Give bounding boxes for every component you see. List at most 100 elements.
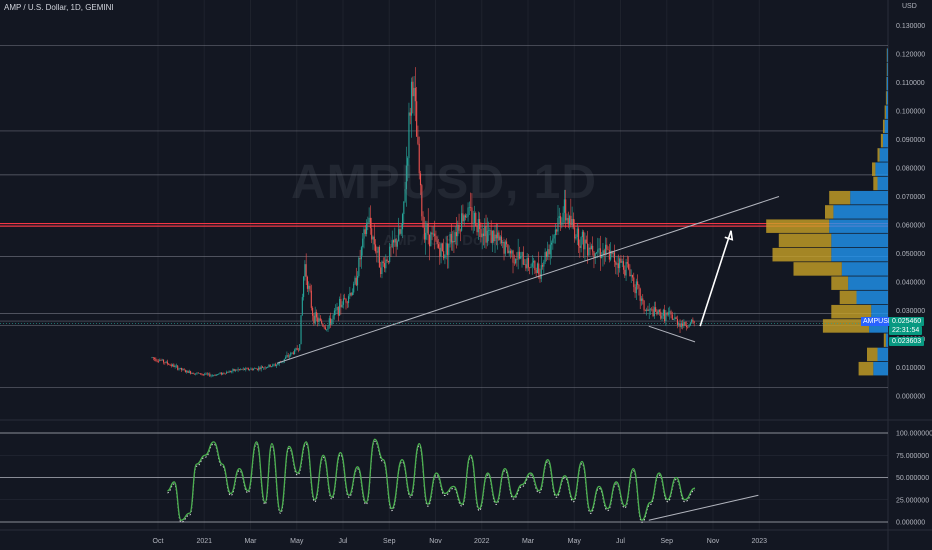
volume-profile-down-bar (825, 205, 834, 219)
candle-body (204, 374, 206, 376)
candle-body (377, 246, 379, 253)
candle-body (268, 364, 270, 368)
candle-body (357, 276, 359, 286)
candle-body (545, 252, 547, 258)
candle-body (526, 258, 528, 269)
low-price-tag: 0.023603 (889, 337, 925, 346)
candle-body (274, 364, 276, 366)
symbol-title[interactable]: AMP / U.S. Dollar, 1D, GEMINI (4, 3, 114, 12)
support-trendline (648, 325, 696, 343)
candle-body (581, 231, 583, 238)
candle-body (178, 368, 180, 370)
candle-body (693, 321, 695, 324)
candle-body (595, 252, 598, 254)
candle-body (261, 366, 264, 368)
candle-body (457, 224, 459, 237)
time-tick-label: Jul (339, 538, 348, 545)
candle-body (621, 261, 623, 263)
candle-body (427, 223, 429, 235)
candle-body (395, 239, 397, 247)
candle-body (312, 307, 314, 316)
candle-body (207, 373, 210, 375)
candle-body (691, 319, 693, 323)
candle-body (227, 372, 229, 373)
candle-body (386, 259, 388, 261)
volume-profile-down-bar (778, 233, 832, 248)
candle-body (374, 244, 377, 252)
time-axis[interactable]: Oct 2021 Mar May Jul Sep Nov 2022 Mar May Jul Sep No… (153, 538, 768, 545)
volume-profile-up-bar (887, 62, 888, 77)
candle-body (522, 251, 524, 265)
candle-body (159, 360, 161, 362)
candle-body (449, 234, 451, 244)
candle-body (577, 228, 580, 246)
candle-body (372, 236, 374, 240)
volume-profile-down-bar (793, 262, 842, 276)
candle-body (527, 258, 529, 268)
candle-body (486, 230, 488, 243)
candle-body (485, 226, 487, 243)
candle-body (482, 233, 485, 237)
candle-body (163, 359, 165, 363)
candle-body (571, 219, 573, 226)
candle-body (369, 217, 371, 229)
oscillator-tick-label: 100.000000 (896, 431, 932, 438)
candle-body (351, 292, 353, 296)
price-tick-label: 0.040000 (896, 280, 925, 287)
candle-body (304, 264, 306, 277)
volume-profile-down-bar (873, 176, 878, 191)
candle-body (511, 250, 513, 254)
candle-body (270, 366, 273, 367)
candle-body (310, 290, 312, 308)
candle-body (463, 215, 465, 222)
candle-body (647, 309, 649, 311)
candle-body (249, 369, 251, 371)
candle-body (598, 248, 600, 250)
time-tick-label: Oct (153, 538, 164, 545)
time-tick-label: May (290, 538, 304, 545)
volume-profile-down-bar (882, 119, 885, 134)
candle-body (551, 242, 553, 245)
price-axis[interactable]: 0.130000 0.120000 0.110000 0.100000 0.090000… (896, 23, 932, 527)
candle-body (165, 361, 167, 363)
candle-body (333, 310, 335, 316)
candle-body (441, 243, 443, 252)
candle-body (437, 244, 440, 248)
candle-body (628, 263, 630, 270)
oscillator-line (167, 438, 696, 521)
candle-body (660, 311, 662, 319)
candle-body (452, 241, 454, 243)
candle-body (251, 368, 253, 371)
candle-body (633, 277, 635, 288)
volume-profile-up-bar (886, 76, 888, 91)
candle-body (389, 246, 391, 263)
candle-body (264, 367, 266, 369)
candle-body (321, 320, 323, 324)
time-tick-label: Nov (429, 538, 442, 545)
candle-body (287, 355, 289, 357)
candle-body (687, 326, 689, 328)
candle-body (495, 234, 497, 239)
candle-body (580, 237, 582, 248)
volume-profile-down-bar (884, 105, 886, 119)
candle-body (414, 87, 416, 102)
candle-body (692, 319, 694, 322)
candle-body (385, 259, 387, 269)
candle-body (306, 276, 309, 289)
candle-body (326, 329, 328, 330)
candle-body (399, 229, 401, 234)
candle-body (612, 252, 614, 254)
candle-body (319, 318, 321, 321)
candle-body (220, 372, 222, 375)
candle-body (394, 239, 396, 243)
candle-body (418, 143, 420, 174)
price-tick-label: 0.110000 (896, 80, 925, 87)
candle-body (525, 264, 527, 269)
candle-body (168, 363, 170, 365)
candle-body (689, 322, 691, 326)
volume-profile-down-bar (883, 333, 886, 347)
candle-body (461, 213, 463, 231)
drawings[interactable] (0, 196, 888, 364)
candle-body (662, 309, 664, 316)
